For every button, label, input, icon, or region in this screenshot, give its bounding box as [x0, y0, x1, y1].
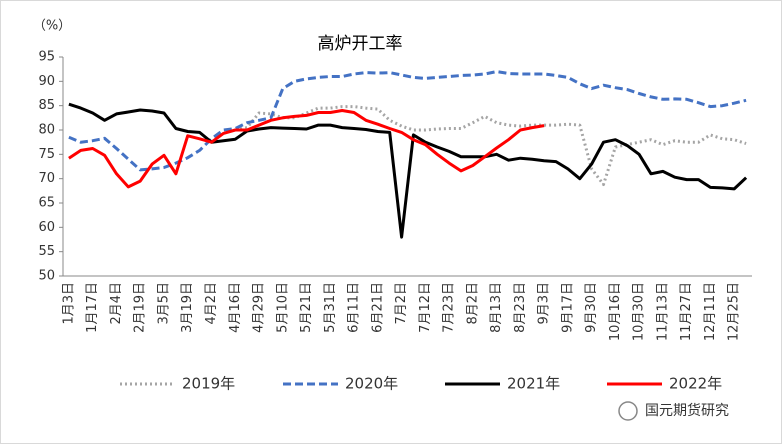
series-line — [68, 70, 747, 172]
x-tick-label: 5月21日 — [299, 282, 314, 333]
x-tick-label: 2月4日 — [109, 282, 124, 325]
y-tick-label: 70 — [38, 171, 55, 186]
x-tick-label: 2月19日 — [133, 282, 148, 333]
series-line — [68, 102, 748, 239]
x-tick-label: 1月3日 — [61, 282, 76, 325]
watermark-icon — [618, 401, 638, 421]
y-tick-label: 95 — [38, 50, 55, 65]
x-tick-label: 8月13日 — [489, 282, 504, 333]
x-tick-label: 5月10日 — [275, 282, 290, 333]
x-tick-label: 12月11日 — [703, 282, 718, 341]
chart-title: 高炉开工率 — [318, 34, 403, 54]
y-tick-label: 60 — [38, 220, 55, 235]
x-tick-label: 10月30日 — [632, 282, 647, 341]
y-tick-label: 65 — [38, 196, 55, 211]
x-tick-label: 10月16日 — [608, 282, 623, 341]
y-tick-label: 75 — [38, 147, 55, 162]
y-tick-label: 55 — [38, 244, 55, 259]
x-tick-label: 7月23日 — [442, 282, 457, 333]
y-tick-label: 90 — [38, 74, 55, 89]
x-tick-label: 4月29日 — [252, 282, 267, 333]
x-tick-label: 9月17日 — [560, 282, 575, 333]
x-tick-label: 4月16日 — [228, 282, 243, 333]
x-tick-label: 7月12日 — [418, 282, 433, 333]
x-tick-label: 8月23日 — [513, 282, 528, 333]
x-tick-label: 7月2日 — [394, 282, 409, 325]
y-unit: （%） — [33, 19, 71, 34]
y-tick-label: 85 — [38, 98, 55, 113]
y-tick-label: 50 — [38, 269, 55, 284]
watermark: 国元期货研究 — [618, 401, 729, 421]
x-tick-label: 3月19日 — [180, 282, 195, 333]
x-tick-label: 6月11日 — [347, 282, 362, 333]
x-tick-label: 12月25日 — [727, 282, 742, 341]
series-line — [235, 105, 747, 186]
x-tick-label: 11月27日 — [679, 282, 694, 341]
x-tick-label: 1月17日 — [85, 282, 100, 333]
legend-label: 2021年 — [507, 375, 560, 393]
series-line — [68, 109, 545, 189]
legend-label: 2020年 — [345, 375, 398, 393]
x-tick-label: 9月30日 — [584, 282, 599, 333]
x-tick-label: 6月21日 — [370, 282, 385, 333]
x-tick-label: 11月13日 — [655, 282, 670, 341]
x-tick-label: 4月2日 — [204, 282, 219, 325]
legend-label: 2022年 — [669, 375, 722, 393]
x-tick-label: 9月3日 — [537, 282, 552, 325]
watermark-text: 国元期货研究 — [645, 402, 729, 419]
y-tick-label: 80 — [38, 123, 55, 138]
legend-label: 2019年 — [182, 375, 235, 393]
x-tick-label: 3月5日 — [156, 282, 171, 325]
x-tick-label: 5月31日 — [323, 282, 338, 333]
x-tick-label: 8月2日 — [465, 282, 480, 325]
